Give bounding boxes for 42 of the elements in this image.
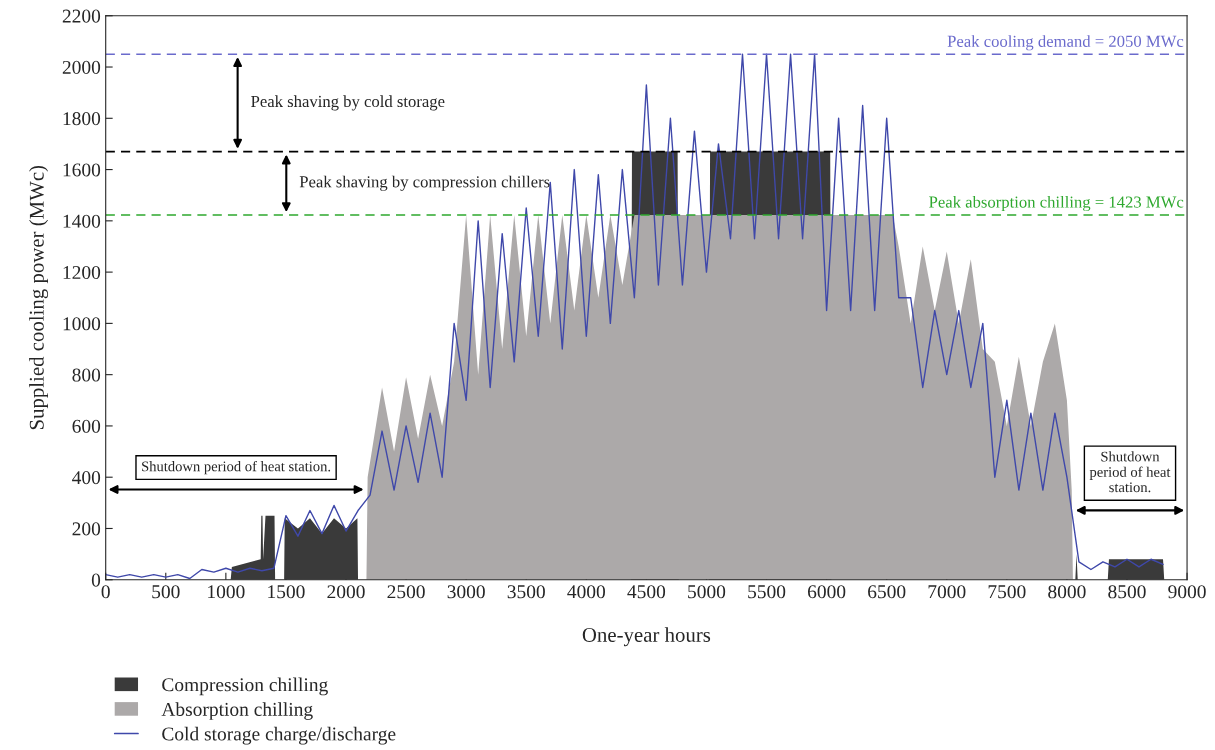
x-tick-label: 3000	[447, 585, 485, 599]
x-tick-label: 9000	[1168, 585, 1206, 599]
x-tick-label: 6000	[808, 585, 846, 599]
annotation: Shutdown period of heat station.	[1089, 451, 1171, 493]
legend-label: Absorption chilling	[161, 702, 313, 720]
x-tick-label: 7000	[928, 585, 966, 599]
x-tick-label: 1000	[208, 585, 245, 599]
x-tick-label: 8500	[1108, 585, 1146, 599]
y-tick-label: 600	[72, 419, 101, 433]
ref-line-label: Peak cooling demand = 2050 MWc	[947, 35, 1184, 51]
x-tick-label: 2000	[327, 585, 365, 599]
x-tick-label: 5000	[688, 585, 726, 599]
x-tick-label: 4500	[627, 585, 666, 599]
annotation: Peak shaving by cold storage	[251, 95, 445, 111]
legend-label: Cold storage charge/discharge	[162, 726, 396, 745]
x-tick-label: 500	[152, 585, 180, 599]
y-tick-label: 0	[91, 573, 101, 587]
annotation: Shutdown period of heat station.	[142, 460, 331, 475]
y-tick-label: 1200	[63, 265, 101, 280]
x-tick-label: 5500	[748, 585, 786, 599]
legend-label: Compression chilling	[162, 677, 328, 696]
y-tick-label: 1600	[63, 163, 101, 177]
x-tick-label: 0	[101, 585, 110, 599]
x-tick-label: 6500	[868, 585, 906, 599]
y-tick-label: 800	[72, 368, 101, 382]
x-tick-label: 1500	[268, 585, 305, 599]
y-tick-label: 200	[72, 522, 101, 536]
y-tick-label: 2200	[62, 9, 101, 23]
y-tick-label: 2000	[62, 60, 101, 74]
x-tick-label: 8000	[1048, 585, 1086, 599]
x-tick-label: 4000	[567, 585, 606, 599]
y-tick-label: 1400	[63, 214, 101, 228]
x-axis-title: One-year hours	[582, 627, 711, 647]
y-tick-label: 1800	[63, 112, 101, 126]
y-tick-label: 1000	[63, 317, 101, 331]
annotation: Peak shaving by compression chillers	[299, 175, 550, 191]
x-tick-label: 3500	[507, 585, 545, 599]
x-tick-label: 7500	[988, 585, 1026, 599]
y-tick-label: 400	[72, 471, 101, 485]
x-tick-label: 2500	[387, 585, 425, 599]
y-axis-title: Supplied cooling power (MWc)	[29, 165, 49, 430]
ref-line-label: Peak absorption chilling = 1423 MWc	[929, 195, 1184, 212]
